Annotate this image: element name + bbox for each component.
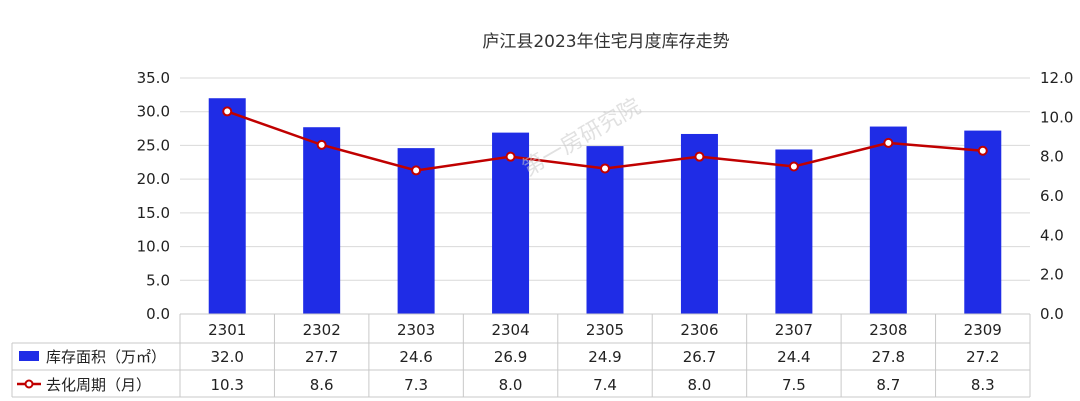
table-row-label: 去化周期（月）: [46, 376, 151, 394]
line-point: [600, 163, 610, 174]
left-tick-label: 5.0: [146, 271, 170, 289]
data-table: 2301 2302 2303 2304 2305 2306 2307 2308 2309 库存面积…: [11, 313, 1031, 398]
table-cell: 26.9: [494, 348, 527, 366]
table-row-label: 库存面积（万㎡）: [46, 348, 166, 366]
line-point: [788, 161, 799, 172]
category-label: 2308: [869, 321, 907, 339]
line-series: [222, 106, 988, 176]
bar: [303, 127, 341, 314]
bar: [775, 149, 813, 314]
line-point: [316, 139, 327, 150]
table-cell: 32.0: [211, 348, 244, 366]
right-tick-label: 4.0: [1040, 226, 1064, 244]
bar: [492, 132, 530, 314]
table-cell: 8.0: [499, 376, 523, 394]
right-tick-label: 10.0: [1040, 108, 1073, 126]
table-cell: 27.7: [305, 348, 338, 366]
line-point: [505, 151, 516, 162]
table-cell: 24.6: [399, 348, 432, 366]
line-point: [694, 151, 705, 162]
category-label: 2307: [775, 321, 813, 339]
right-tick-label: 8.0: [1040, 148, 1064, 166]
left-axis: 0.0 5.0 10.0 15.0 20.0 25.0 30.0 35.0: [137, 69, 170, 323]
left-tick-label: 15.0: [137, 204, 170, 222]
category-label: 2301: [208, 321, 246, 339]
table-cell: 7.3: [404, 376, 428, 394]
right-tick-label: 6.0: [1040, 187, 1064, 205]
right-tick-label: 2.0: [1040, 266, 1064, 284]
table-cell: 10.3: [211, 376, 244, 394]
category-label: 2305: [586, 321, 624, 339]
bar: [964, 130, 1002, 314]
bar-series: [208, 98, 1002, 314]
watermark: 第一房研究院: [518, 94, 645, 182]
left-tick-label: 35.0: [137, 69, 170, 87]
bar: [397, 148, 435, 314]
category-label: 2306: [680, 321, 718, 339]
bar: [208, 98, 246, 314]
left-tick-label: 10.0: [137, 238, 170, 256]
legend-key-bar: [19, 351, 39, 361]
bar: [869, 126, 907, 314]
table-cell: 26.7: [683, 348, 716, 366]
right-tick-label: 12.0: [1040, 69, 1073, 87]
table-cell: 27.2: [966, 348, 999, 366]
category-label: 2309: [964, 321, 1002, 339]
line-point: [883, 137, 894, 148]
table-cell: 24.4: [777, 348, 810, 366]
legend-key-marker: [24, 379, 34, 389]
table-cell: 24.9: [588, 348, 621, 366]
line-point: [411, 165, 422, 176]
left-tick-label: 25.0: [137, 136, 170, 154]
chart-title: 庐江县2023年住宅月度库存走势: [482, 32, 729, 52]
table-cell: 7.5: [782, 376, 806, 394]
category-label: 2304: [491, 321, 529, 339]
table-cell: 8.0: [688, 376, 712, 394]
table-cell: 8.3: [971, 376, 995, 394]
line-point: [977, 145, 988, 156]
bar: [680, 133, 718, 314]
category-label: 2302: [303, 321, 341, 339]
left-tick-label: 30.0: [137, 103, 170, 121]
table-cell: 27.8: [872, 348, 905, 366]
left-tick-label: 0.0: [146, 305, 170, 323]
category-label: 2303: [397, 321, 435, 339]
bar: [586, 146, 624, 314]
right-tick-label: 0.0: [1040, 305, 1064, 323]
line-point: [222, 106, 233, 117]
table-cell: 7.4: [593, 376, 617, 394]
right-axis: 0.0 2.0 4.0 6.0 8.0 10.0 12.0: [1040, 69, 1073, 323]
table-cell: 8.6: [310, 376, 334, 394]
left-tick-label: 20.0: [137, 170, 170, 188]
table-cell: 8.7: [876, 376, 900, 394]
